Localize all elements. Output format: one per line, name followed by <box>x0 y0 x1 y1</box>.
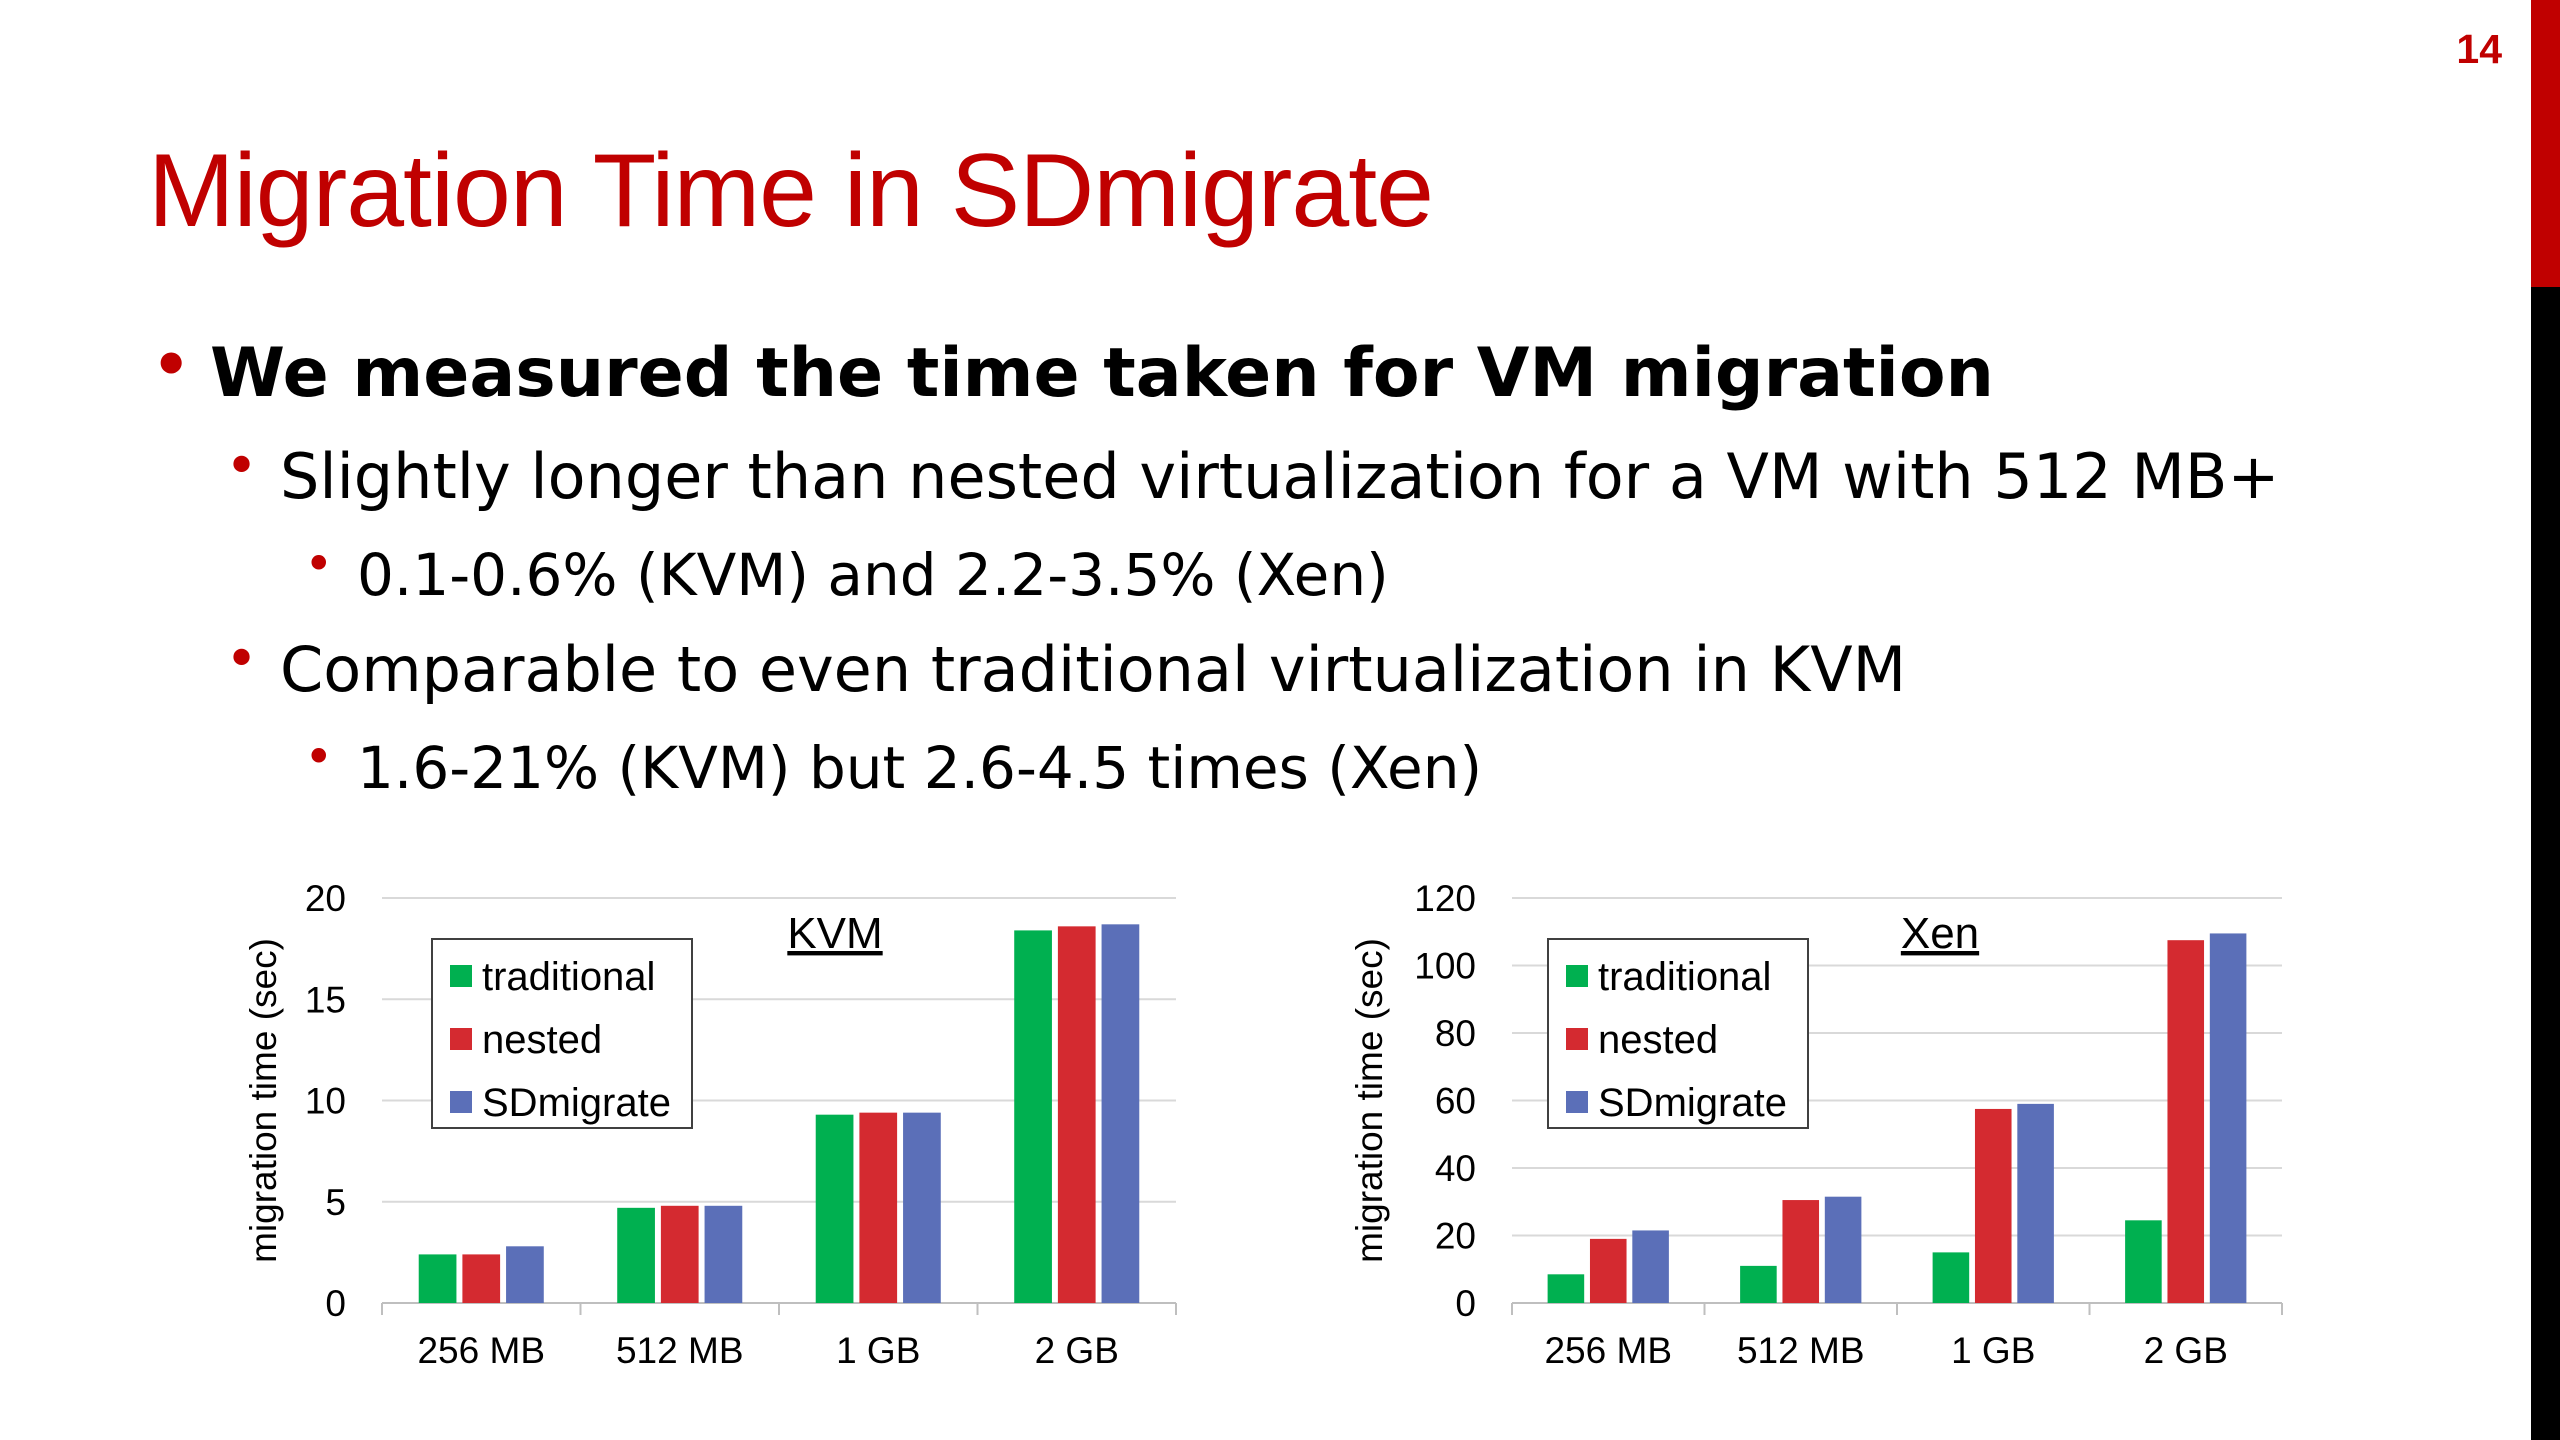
slide-title: Migration Time in SDmigrate <box>148 133 1434 249</box>
bar-sdmigrate <box>1632 1230 1669 1303</box>
bar-traditional <box>1014 930 1052 1303</box>
bar-traditional <box>418 1254 457 1303</box>
bullet-text: 0.1-0.6% (KVM) and 2.2-3.5% (Xen) <box>357 541 1389 609</box>
legend: traditional nested SDmigrate <box>431 938 693 1129</box>
bar-nested <box>1057 926 1096 1303</box>
bar-nested <box>859 1112 898 1303</box>
y-tick-label: 5 <box>325 1182 346 1223</box>
bullet-text: We measured the time taken for VM migrat… <box>210 334 1994 413</box>
y-tick-label: 100 <box>1414 946 1476 987</box>
y-tick-label: 20 <box>305 878 346 919</box>
bar-nested <box>660 1205 699 1303</box>
x-tick-label: 256 MB <box>1544 1330 1672 1371</box>
legend-label: traditional <box>482 955 655 999</box>
bar-traditional <box>2125 1220 2162 1303</box>
y-tick-label: 80 <box>1435 1013 1476 1054</box>
bullet-text: Comparable to even traditional virtualiz… <box>280 633 1907 706</box>
kvm-bar-chart: 0 5 10 15 20 256 MB 512 MB 1 GB 2 GB migration ti… <box>243 878 1177 1371</box>
side-accent-bar <box>2531 0 2560 287</box>
legend-swatch <box>1566 1028 1588 1050</box>
bar-traditional <box>1740 1265 1777 1303</box>
legend-label: nested <box>1598 1018 1718 1062</box>
legend: traditional nested SDmigrate <box>1547 938 1809 1129</box>
legend-label: SDmigrate <box>1598 1081 1787 1125</box>
legend-label: SDmigrate <box>482 1081 671 1125</box>
legend-swatch <box>450 1028 472 1050</box>
xen-bar-chart: 0 20 40 60 80 100 120 256 MB 512 MB 1 GB 2 GB migra… <box>1352 878 2283 1371</box>
legend-swatch <box>450 965 472 987</box>
bar-traditional <box>1547 1274 1585 1303</box>
chart-title: Xen <box>1901 909 1979 958</box>
x-tick-label: 512 MB <box>1737 1330 1865 1371</box>
bar-sdmigrate <box>2209 933 2247 1303</box>
bar-traditional <box>815 1114 854 1303</box>
bullet-dot-icon: • <box>225 627 259 692</box>
x-tick-label: 256 MB <box>417 1330 545 1371</box>
bullet-level3: • 0.1-0.6% (KVM) and 2.2-3.5% (Xen) <box>304 535 1389 609</box>
page-number: 14 <box>2456 26 2502 72</box>
bullet-dot-icon: • <box>225 434 259 499</box>
y-tick-label: 120 <box>1414 878 1476 919</box>
side-dark-bar <box>2531 287 2560 1440</box>
bar-nested <box>1974 1108 2012 1303</box>
legend-label: traditional <box>1598 955 1771 999</box>
y-tick-label: 60 <box>1435 1081 1476 1122</box>
bar-nested <box>462 1254 501 1303</box>
bullet-dot-icon: • <box>304 535 334 593</box>
y-tick-label: 0 <box>1455 1283 1476 1324</box>
bullet-text: Slightly longer than nested virtualizati… <box>280 440 2280 513</box>
y-tick-label: 0 <box>325 1283 346 1324</box>
y-tick-label: 15 <box>305 979 346 1020</box>
bullet-level2: • Comparable to even traditional virtual… <box>225 627 1907 706</box>
y-axis-label: migration time (sec) <box>1352 938 1390 1263</box>
legend-box <box>431 938 693 1129</box>
bar-nested <box>1782 1200 1820 1303</box>
bar-sdmigrate <box>506 1246 544 1303</box>
x-tick-label: 1 GB <box>1951 1330 2035 1371</box>
legend-box <box>1547 938 1809 1129</box>
legend-label: nested <box>482 1018 602 1062</box>
legend-swatch <box>1566 965 1588 987</box>
bar-sdmigrate <box>2017 1103 2054 1303</box>
bullet-level3: • 1.6-21% (KVM) but 2.6-4.5 times (Xen) <box>304 728 1483 802</box>
bar-nested <box>1589 1238 1627 1303</box>
bullet-level1: • We measured the time taken for VM migr… <box>152 330 1994 413</box>
x-tick-label: 2 GB <box>2144 1330 2228 1371</box>
x-tick-label: 1 GB <box>836 1330 920 1371</box>
y-tick-label: 10 <box>305 1081 346 1122</box>
bar-traditional <box>617 1207 655 1303</box>
bar-sdmigrate <box>704 1205 743 1303</box>
y-tick-label: 20 <box>1435 1216 1476 1257</box>
chart-title: KVM <box>787 909 882 958</box>
y-tick-label: 40 <box>1435 1148 1476 1189</box>
x-tick-label: 2 GB <box>1035 1330 1119 1371</box>
bar-sdmigrate <box>1101 924 1140 1303</box>
y-axis-label: migration time (sec) <box>243 938 284 1263</box>
bullet-level2: • Slightly longer than nested virtualiza… <box>225 434 2280 513</box>
bullet-text: 1.6-21% (KVM) but 2.6-4.5 times (Xen) <box>357 734 1483 802</box>
bar-sdmigrate <box>1824 1196 1862 1303</box>
x-tick-label: 512 MB <box>616 1330 744 1371</box>
bar-nested <box>2167 940 2205 1303</box>
bar-sdmigrate <box>903 1112 941 1303</box>
bullet-dot-icon: • <box>304 728 334 786</box>
bullet-dot-icon: • <box>152 330 191 400</box>
legend-swatch <box>1566 1091 1588 1113</box>
legend-swatch <box>450 1091 472 1113</box>
bar-traditional <box>1932 1252 1970 1303</box>
